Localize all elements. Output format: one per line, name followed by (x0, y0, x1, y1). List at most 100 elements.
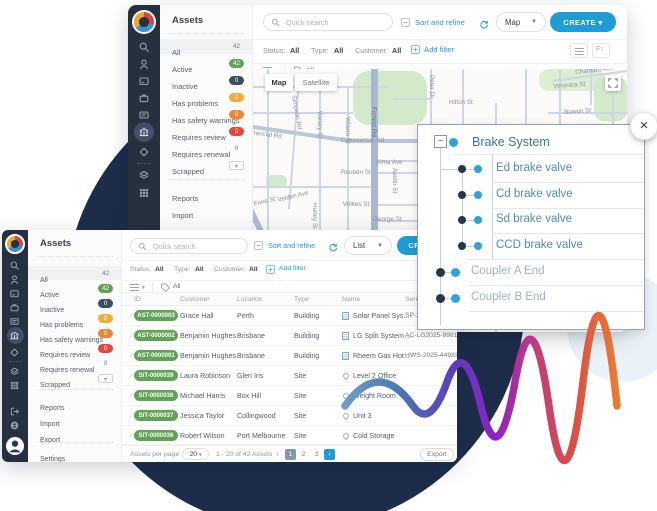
table-row[interactable]: ✓ AST-0000003 Grace Hall Perth Building … (122, 306, 457, 326)
refresh-icon[interactable] (479, 17, 489, 35)
tree-item[interactable]: Cd brake valve (496, 188, 573, 200)
node-dot-blue[interactable] (451, 267, 460, 277)
sidebar-item-inactive[interactable]: Inactive 0 (28, 296, 121, 314)
search-box[interactable] (130, 238, 248, 254)
status-filter-value[interactable]: All (290, 46, 300, 55)
node-dot-dark[interactable] (458, 242, 466, 250)
column-header-id[interactable]: ID (134, 296, 141, 303)
table-row[interactable]: ✓ SIT-0000036 Robert Wilson Port Melbour… (122, 426, 457, 445)
sidebar-item-import[interactable]: Import (172, 211, 194, 220)
sidebar-item-settings[interactable]: Settings (40, 456, 66, 462)
check-icon[interactable]: ✓ (128, 411, 135, 420)
node-dot-blue[interactable] (449, 137, 458, 147)
type-filter-value[interactable]: All (334, 46, 344, 55)
sidebar-item-requires-renewal[interactable]: Requires renewal 0 (28, 356, 121, 374)
sidebar-item-active[interactable]: Active 42 (28, 281, 121, 299)
scrapped-select[interactable] (98, 374, 113, 383)
table-row[interactable]: ✓ SIT-0000037 Jessica Taylor Collingwood… (122, 406, 457, 426)
card-icon[interactable] (138, 75, 150, 87)
status-filter-value[interactable]: All (155, 266, 164, 273)
node-dot-blue[interactable] (474, 165, 482, 173)
sidebar-item-has-problems[interactable]: Has problems 0 (28, 311, 121, 329)
screen-icon[interactable] (138, 109, 150, 121)
customer-filter-value[interactable]: All (392, 46, 402, 55)
column-header-customer[interactable]: Customer (180, 296, 210, 303)
sidebar-item-active[interactable]: Active 42 (160, 56, 252, 74)
table-view-button[interactable] (570, 43, 588, 58)
compass-icon[interactable] (9, 347, 20, 358)
map-toggle-button[interactable]: Map (265, 74, 293, 91)
screen-icon[interactable] (9, 316, 20, 327)
globe-icon[interactable] (9, 420, 20, 431)
table-row[interactable]: ✓ SIT-0000038 Michael Harris Box Hill Si… (122, 386, 457, 406)
refresh-icon[interactable] (328, 240, 338, 258)
app-logo-icon[interactable] (132, 10, 156, 34)
asset-id-badge[interactable]: SIT-0000039 (134, 370, 178, 381)
sidebar-item-import[interactable]: Import (40, 421, 60, 428)
minus-box-icon[interactable]: − (254, 241, 263, 250)
sidebar-item-export[interactable]: Export (40, 437, 61, 444)
sidebar-item-scrapped[interactable]: Scrapped (28, 371, 121, 389)
app-logo-icon[interactable] (5, 234, 25, 254)
sidebar-item-reports[interactable]: Reports (172, 194, 199, 203)
select-all-icon[interactable] (130, 284, 139, 291)
sidebar-item-has-safety-warnings[interactable]: Has safety warnings 0 (160, 107, 252, 125)
table-row[interactable]: ✓ AST-0000002 Benjamin Hughes Brisbane B… (122, 326, 457, 346)
asset-id-badge[interactable]: SIT-0000036 (134, 430, 178, 441)
node-dot-dark[interactable] (436, 267, 445, 277)
asset-id-badge[interactable]: AST-0000002 (134, 330, 178, 341)
create-button[interactable]: CREATE ▾ (550, 12, 616, 32)
node-dot-dark[interactable] (436, 293, 445, 303)
page-button-3[interactable]: 3 (314, 451, 319, 458)
sidebar-item-inactive[interactable]: Inactive 0 (160, 73, 252, 91)
sort-and-refine-link[interactable]: Sort and refine (268, 241, 316, 250)
search-icon[interactable] (9, 260, 20, 271)
bulk-filter-value[interactable]: All (173, 283, 181, 290)
table-row[interactable]: ✓ AST-0000001 Benjamin Hughes Brisbane B… (122, 346, 457, 366)
per-page-select[interactable]: 20 (182, 448, 209, 460)
prev-page-button[interactable]: ‹ (276, 451, 279, 458)
close-button[interactable] (630, 112, 657, 140)
tree-item[interactable]: Sd brake valve (496, 213, 573, 225)
sidebar-item-requires-review[interactable]: Requires review 0 (28, 341, 121, 359)
sort-and-refine-link[interactable]: Sort and refine (415, 18, 465, 27)
search-box[interactable] (263, 13, 393, 31)
asset-id-badge[interactable]: SIT-0000038 (134, 390, 178, 401)
check-icon[interactable]: ✓ (128, 331, 135, 340)
next-page-button[interactable]: › (324, 449, 335, 460)
export-button[interactable]: Export (420, 447, 454, 461)
minus-box-icon[interactable]: − (401, 18, 410, 27)
node-dot-dark[interactable] (458, 216, 466, 224)
grid-icon[interactable] (138, 187, 150, 199)
asset-id-badge[interactable]: AST-0000001 (134, 350, 178, 361)
collapse-minus-icon[interactable]: − (434, 135, 447, 148)
scrapped-select[interactable] (229, 161, 244, 170)
tree-root-label[interactable]: Brake System (472, 135, 550, 149)
node-dot-dark[interactable] (458, 165, 466, 173)
sidebar-item-scrapped[interactable]: Scrapped (160, 158, 252, 176)
node-dot-dark[interactable] (458, 191, 466, 199)
compass-icon[interactable] (138, 146, 150, 158)
plus-box-icon[interactable]: + (266, 265, 275, 274)
column-header-location[interactable]: Location (237, 296, 263, 303)
asset-id-badge[interactable]: AST-0000003 (134, 310, 178, 321)
tree-item[interactable]: Coupler B End (471, 291, 546, 303)
grid-icon[interactable] (9, 380, 20, 391)
chevron-down-icon[interactable]: ▾ (142, 285, 146, 291)
bank-icon[interactable] (138, 126, 150, 138)
page-button-2[interactable]: 2 (301, 451, 306, 458)
tree-item[interactable]: CCD brake valve (496, 239, 583, 251)
view-selector[interactable]: List ▼ (344, 236, 392, 255)
customer-filter-value[interactable]: All (249, 266, 258, 273)
avatar[interactable] (5, 436, 25, 456)
node-dot-blue[interactable] (474, 216, 482, 224)
layers-icon[interactable] (138, 169, 150, 181)
search-icon[interactable] (138, 41, 150, 53)
page-button-1[interactable]: 1 (285, 449, 296, 460)
node-dot-blue[interactable] (474, 191, 482, 199)
sidebar-item-has-safety-warnings[interactable]: Has safety warnings 0 (28, 326, 121, 344)
satellite-toggle-button[interactable]: Satellite (295, 74, 337, 91)
user-icon[interactable] (138, 58, 150, 70)
node-dot-blue[interactable] (451, 293, 460, 303)
sidebar-item-all[interactable]: All 42 (160, 39, 252, 57)
